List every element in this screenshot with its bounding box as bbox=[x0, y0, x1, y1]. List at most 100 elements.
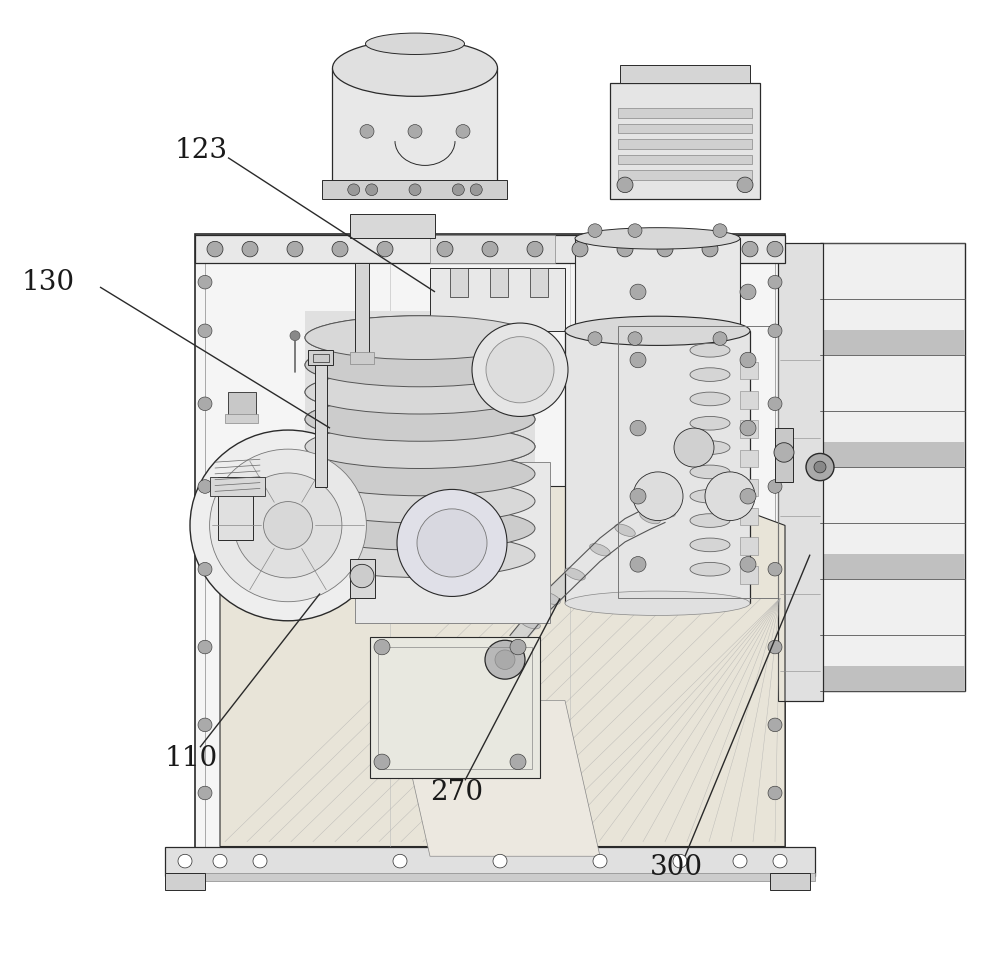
Ellipse shape bbox=[690, 465, 730, 479]
Ellipse shape bbox=[305, 533, 535, 577]
Ellipse shape bbox=[640, 512, 660, 523]
Circle shape bbox=[768, 324, 782, 338]
Circle shape bbox=[628, 224, 642, 237]
Ellipse shape bbox=[305, 370, 535, 414]
Circle shape bbox=[456, 125, 470, 138]
Circle shape bbox=[740, 352, 756, 368]
Circle shape bbox=[617, 177, 633, 193]
Circle shape bbox=[674, 428, 714, 467]
Bar bbox=[308, 350, 333, 365]
Circle shape bbox=[768, 786, 782, 800]
Circle shape bbox=[264, 502, 312, 549]
Circle shape bbox=[190, 430, 386, 621]
Circle shape bbox=[630, 488, 646, 504]
Bar bbox=[565, 331, 750, 603]
Ellipse shape bbox=[305, 451, 535, 495]
Bar bbox=[575, 238, 740, 331]
Circle shape bbox=[198, 640, 212, 654]
Ellipse shape bbox=[690, 392, 730, 406]
Circle shape bbox=[733, 854, 747, 868]
Bar bbox=[620, 65, 750, 83]
Ellipse shape bbox=[520, 617, 540, 629]
Circle shape bbox=[768, 480, 782, 493]
Ellipse shape bbox=[305, 397, 535, 442]
Ellipse shape bbox=[615, 524, 635, 536]
Bar bbox=[530, 268, 548, 297]
Circle shape bbox=[737, 177, 753, 193]
Bar bbox=[165, 873, 815, 881]
Circle shape bbox=[242, 241, 258, 257]
Bar bbox=[313, 354, 329, 362]
Circle shape bbox=[198, 397, 212, 411]
Ellipse shape bbox=[690, 562, 730, 576]
Bar bbox=[165, 847, 815, 876]
Circle shape bbox=[472, 323, 568, 416]
Circle shape bbox=[350, 564, 374, 588]
Circle shape bbox=[774, 443, 794, 462]
Circle shape bbox=[452, 184, 464, 196]
Circle shape bbox=[713, 332, 727, 345]
Text: 110: 110 bbox=[165, 745, 218, 773]
Ellipse shape bbox=[366, 33, 464, 54]
Bar bbox=[490, 268, 508, 297]
Bar bbox=[355, 263, 369, 360]
Polygon shape bbox=[220, 486, 785, 847]
Bar bbox=[820, 666, 965, 691]
Bar bbox=[740, 362, 758, 379]
Circle shape bbox=[495, 650, 515, 669]
Ellipse shape bbox=[305, 397, 535, 442]
Ellipse shape bbox=[305, 370, 535, 414]
Ellipse shape bbox=[305, 342, 535, 387]
Ellipse shape bbox=[305, 479, 535, 523]
Circle shape bbox=[207, 241, 223, 257]
Bar bbox=[820, 243, 965, 691]
Circle shape bbox=[768, 275, 782, 289]
Circle shape bbox=[673, 854, 687, 868]
Bar bbox=[778, 243, 823, 701]
Bar bbox=[315, 360, 327, 486]
Circle shape bbox=[348, 184, 360, 196]
Bar bbox=[165, 873, 205, 890]
Circle shape bbox=[393, 854, 407, 868]
Circle shape bbox=[588, 224, 602, 237]
Text: 123: 123 bbox=[175, 137, 228, 164]
Circle shape bbox=[630, 557, 646, 572]
Bar bbox=[610, 83, 760, 199]
Circle shape bbox=[178, 854, 192, 868]
Bar bbox=[778, 243, 823, 701]
Ellipse shape bbox=[305, 451, 535, 495]
Bar bbox=[740, 420, 758, 438]
Ellipse shape bbox=[690, 489, 730, 503]
Circle shape bbox=[374, 754, 390, 770]
Ellipse shape bbox=[565, 568, 585, 580]
Ellipse shape bbox=[305, 315, 535, 360]
Bar bbox=[322, 180, 507, 199]
Bar bbox=[740, 566, 758, 584]
Circle shape bbox=[510, 639, 526, 655]
Bar bbox=[740, 479, 758, 496]
Ellipse shape bbox=[305, 424, 535, 468]
Circle shape bbox=[198, 275, 212, 289]
Circle shape bbox=[572, 241, 588, 257]
Bar bbox=[350, 352, 374, 364]
Bar bbox=[430, 235, 555, 263]
Bar bbox=[820, 330, 965, 355]
Circle shape bbox=[198, 562, 212, 576]
Circle shape bbox=[657, 241, 673, 257]
Bar bbox=[618, 124, 752, 133]
Circle shape bbox=[482, 241, 498, 257]
Bar bbox=[618, 155, 752, 164]
Bar bbox=[305, 311, 535, 555]
Circle shape bbox=[713, 224, 727, 237]
Bar bbox=[225, 414, 258, 423]
Circle shape bbox=[486, 337, 554, 403]
Circle shape bbox=[773, 854, 787, 868]
Circle shape bbox=[510, 754, 526, 770]
Ellipse shape bbox=[332, 40, 498, 96]
Bar bbox=[430, 268, 565, 331]
Bar bbox=[332, 68, 497, 185]
Ellipse shape bbox=[575, 322, 740, 340]
Bar bbox=[350, 559, 375, 598]
Bar bbox=[770, 873, 810, 890]
Circle shape bbox=[397, 489, 507, 596]
